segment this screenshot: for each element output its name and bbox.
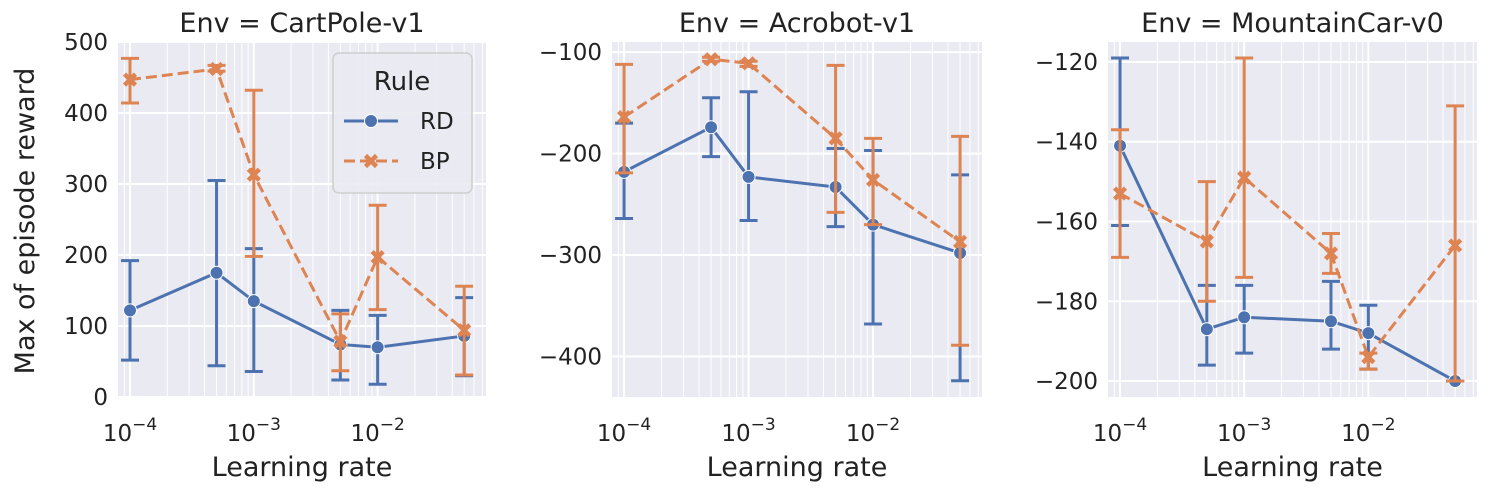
data-point-bp bbox=[457, 323, 472, 338]
x-tick-label: 10−2 bbox=[350, 415, 404, 447]
data-point-bp bbox=[1112, 186, 1128, 201]
data-point-bp bbox=[703, 52, 719, 67]
y-tick-label: 400 bbox=[64, 101, 108, 127]
data-point-bp bbox=[333, 334, 348, 349]
data-point-bp bbox=[616, 109, 632, 125]
y-tick-label: −160 bbox=[1035, 209, 1098, 235]
legend-label-bp: BP bbox=[420, 149, 450, 175]
x-tick-label: 10−4 bbox=[103, 415, 157, 447]
plot-area-panel-2 bbox=[612, 42, 982, 397]
data-point-rd bbox=[741, 169, 756, 184]
data-point-rd bbox=[122, 303, 137, 318]
y-tick-label: 100 bbox=[64, 314, 108, 340]
y-tick-label: 500 bbox=[64, 30, 108, 56]
series-line-rd bbox=[1118, 145, 1456, 383]
x-axis-label: Learning rate bbox=[212, 452, 393, 483]
data-point-bp bbox=[741, 56, 756, 71]
data-point-rd bbox=[246, 294, 261, 309]
x-tick-label: 10−4 bbox=[1093, 415, 1147, 447]
data-point-rd bbox=[370, 340, 385, 355]
series-line-rd bbox=[129, 271, 465, 349]
y-tick-label: 300 bbox=[64, 172, 108, 198]
data-point-rd bbox=[1199, 322, 1214, 337]
data-point-rd bbox=[704, 120, 719, 135]
data-point-bp bbox=[1323, 246, 1339, 261]
y-tick-label: −100 bbox=[539, 40, 602, 66]
data-point-rd bbox=[1237, 310, 1252, 325]
data-point-rd bbox=[1323, 314, 1338, 329]
x-tick-label: 10−3 bbox=[227, 415, 281, 447]
series-line-bp bbox=[1119, 175, 1457, 361]
y-axis-label: Max of episode reward bbox=[10, 68, 41, 375]
plot-area-panel-3 bbox=[1108, 42, 1477, 397]
x-tick-label: 10−4 bbox=[597, 415, 651, 447]
legend-marker-rd bbox=[364, 114, 378, 128]
data-point-bp bbox=[828, 131, 843, 146]
x-axis-label: Learning rate bbox=[707, 452, 888, 483]
legend-title: Rule bbox=[374, 67, 431, 97]
panel-title: Env = Acrobot-v1 bbox=[679, 8, 915, 39]
y-tick-label: −200 bbox=[539, 142, 602, 168]
legend-label-rd: RD bbox=[420, 109, 454, 135]
y-tick-label: −300 bbox=[539, 243, 602, 269]
legend-marker-bp bbox=[363, 153, 379, 169]
x-tick-label: 10−3 bbox=[721, 415, 775, 447]
data-point-bp bbox=[952, 234, 968, 249]
y-tick-label: 0 bbox=[93, 385, 108, 411]
series-line-bp bbox=[623, 57, 961, 244]
y-tick-label: −120 bbox=[1035, 50, 1098, 76]
data-point-rd bbox=[1361, 326, 1376, 341]
y-tick-label: −140 bbox=[1035, 130, 1098, 156]
x-tick-label: 10−3 bbox=[1217, 415, 1271, 447]
series-line-rd bbox=[623, 125, 961, 255]
panel-title: Env = MountainCar-v0 bbox=[1141, 8, 1444, 39]
y-tick-label: −200 bbox=[1035, 369, 1098, 395]
y-tick-label: −400 bbox=[539, 344, 602, 370]
data-point-rd bbox=[209, 265, 224, 280]
x-axis-label: Learning rate bbox=[1202, 452, 1383, 483]
data-point-bp bbox=[209, 61, 224, 77]
data-point-bp bbox=[1448, 238, 1463, 253]
x-tick-label: 10−2 bbox=[846, 415, 900, 447]
data-point-bp bbox=[1361, 350, 1376, 365]
x-tick-label: 10−2 bbox=[1341, 415, 1395, 447]
y-tick-label: −180 bbox=[1035, 289, 1098, 315]
data-point-bp bbox=[370, 250, 385, 265]
data-point-bp bbox=[865, 172, 881, 188]
y-tick-label: 200 bbox=[64, 243, 108, 269]
data-point-bp bbox=[1237, 170, 1252, 185]
data-point-bp bbox=[1199, 234, 1214, 249]
data-point-bp bbox=[246, 167, 261, 182]
data-point-bp bbox=[122, 72, 138, 87]
panel-title: Env = CartPole-v1 bbox=[179, 8, 424, 39]
series-line-bp bbox=[129, 67, 466, 346]
